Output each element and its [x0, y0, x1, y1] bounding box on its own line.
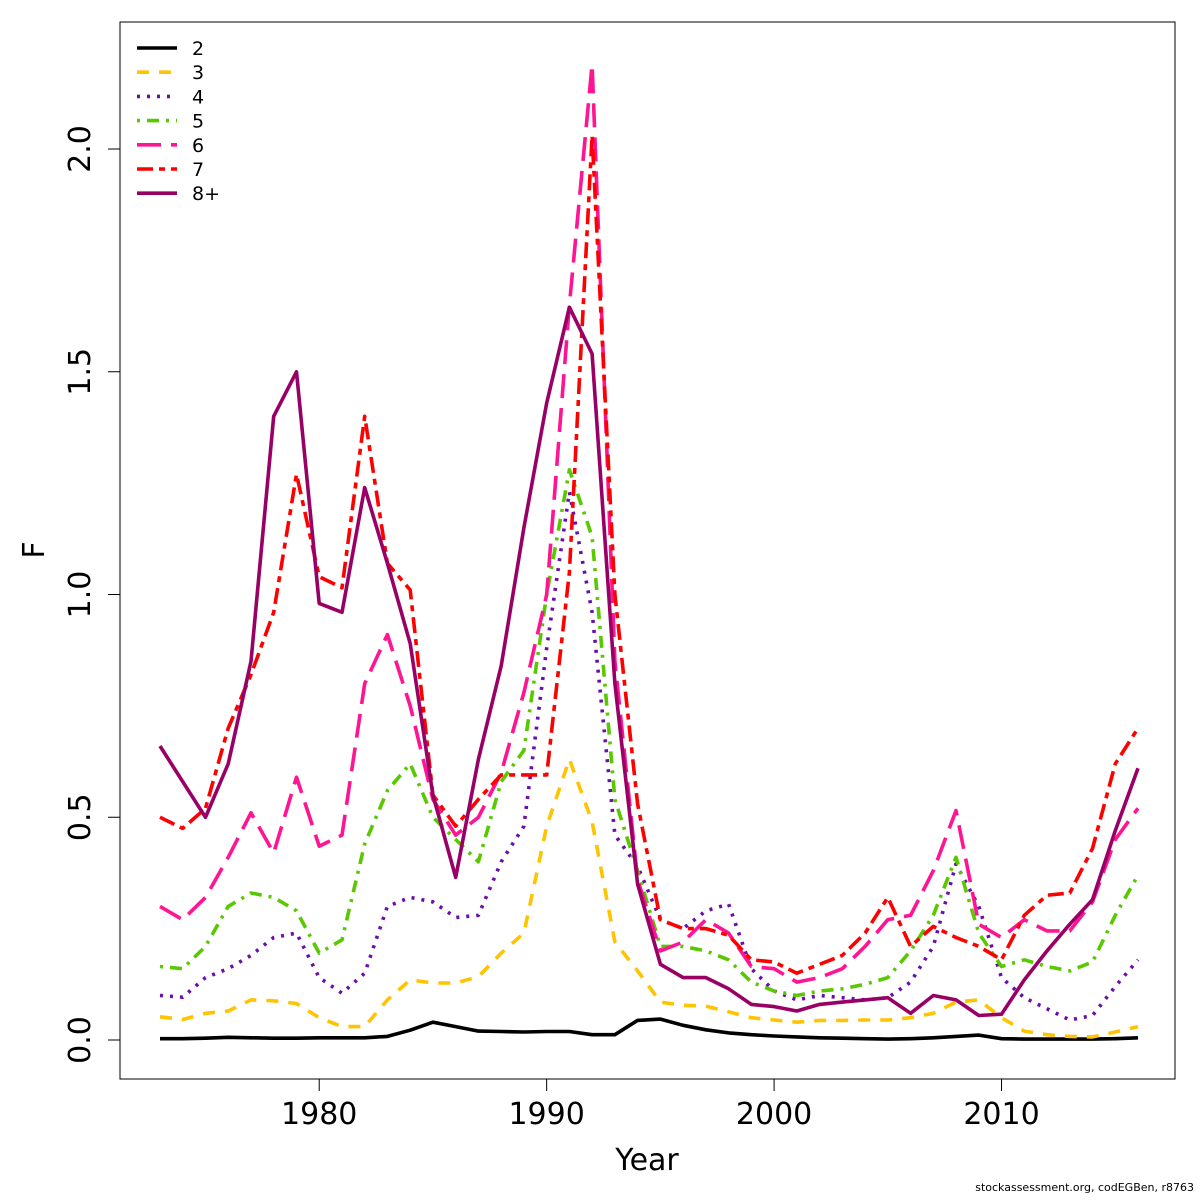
legend-label-3: 3 — [192, 62, 204, 84]
x-axis-title: Year — [614, 1143, 679, 1178]
x-tick-label: 2010 — [963, 1097, 1039, 1132]
series-layer — [158, 62, 1140, 1041]
footer-credit: stockassessment.org, codEGBen, r8763 — [975, 1181, 1194, 1194]
series-line-6 — [159, 62, 1140, 984]
series-line-2 — [160, 1017, 1139, 1041]
x-tick-label: 1990 — [508, 1097, 584, 1132]
legend-label-8plus: 8+ — [192, 183, 220, 205]
x-tick-label: 1980 — [281, 1097, 357, 1132]
series-line-7 — [159, 133, 1140, 976]
y-tick-label: 0.0 — [63, 1016, 98, 1064]
legend-label-2: 2 — [192, 38, 204, 60]
y-tick-label: 1.5 — [63, 348, 98, 396]
y-axis: 0.0 0.5 1.0 1.5 2.0 — [63, 125, 121, 1064]
y-tick-label: 0.5 — [63, 793, 98, 841]
y-tick-label: 2.0 — [63, 125, 98, 173]
legend-label-4: 4 — [192, 86, 204, 108]
series-line-4 — [159, 490, 1140, 1022]
series-line-3 — [159, 757, 1139, 1039]
legend-label-7: 7 — [192, 159, 204, 181]
legend-label-5: 5 — [192, 111, 204, 133]
series-line-8plus — [158, 305, 1140, 1018]
x-tick-label: 2000 — [736, 1097, 812, 1132]
y-axis-title: F — [17, 541, 52, 558]
legend-label-6: 6 — [192, 135, 204, 157]
x-axis: 1980 1990 2000 2010 — [281, 1078, 1040, 1132]
y-tick-label: 1.0 — [63, 571, 98, 619]
